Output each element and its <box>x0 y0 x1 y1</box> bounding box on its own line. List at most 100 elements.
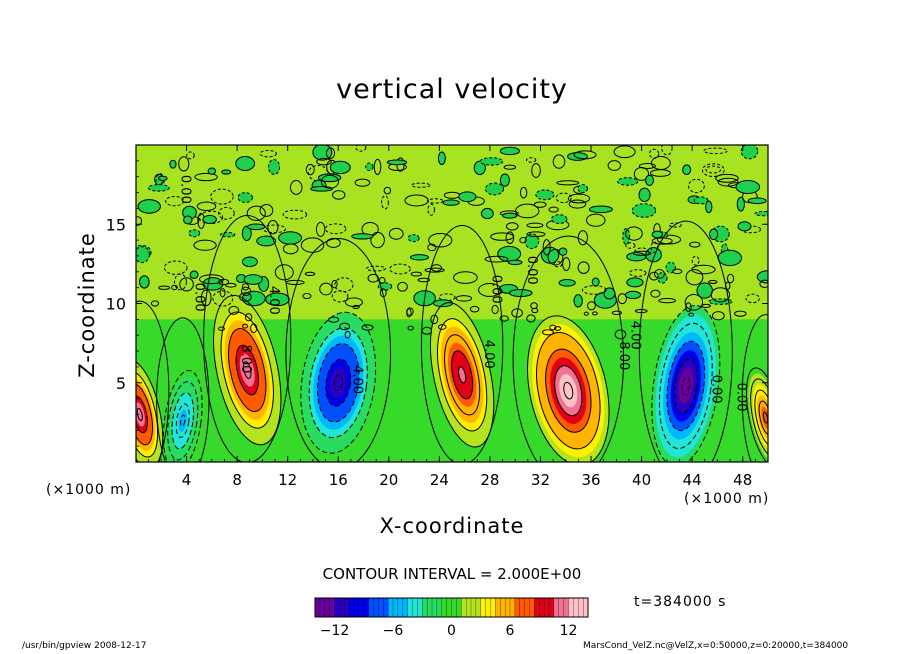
turbulence-contour <box>256 235 277 247</box>
colorbar-swatch <box>314 597 321 618</box>
colorbar-swatch <box>363 597 370 618</box>
contour-line <box>745 367 768 462</box>
turbulence-contour <box>240 286 252 296</box>
colorbar-swatch <box>485 597 491 618</box>
turbulence-contour <box>607 160 622 171</box>
turbulence-contour <box>633 250 652 256</box>
turbulence-contour <box>592 311 598 316</box>
turbulence-contour <box>736 196 745 212</box>
colorbar-swatch <box>578 597 584 618</box>
turbulence-contour <box>410 271 422 277</box>
turbulence-contour <box>136 246 150 264</box>
turbulence-contour <box>542 329 554 336</box>
turbulence-contour <box>196 201 217 212</box>
y-tick-label: 5 <box>116 374 126 393</box>
turbulence-contour <box>745 293 760 304</box>
colorbar-swatch <box>509 597 516 618</box>
turbulence-contour <box>703 147 728 155</box>
colorbar-swatch <box>368 597 374 618</box>
turbulence-contour <box>515 203 540 219</box>
turbulence-contour <box>352 304 360 309</box>
turbulence-contour <box>693 196 709 205</box>
colorbar-swatch <box>456 597 462 618</box>
turbulence-contour <box>194 172 218 182</box>
colorbar-swatch <box>568 597 574 618</box>
turbulence-contour <box>633 247 650 259</box>
colorbar-swatch <box>431 597 438 618</box>
turbulence-contour <box>324 223 347 235</box>
turbulence-contour <box>178 156 190 172</box>
turbulence-contour <box>709 228 719 241</box>
x-axis-ticks: 4 8 12 16 20 24 28 32 36 40 44 48 <box>148 145 756 489</box>
turbulence-contour <box>727 273 735 284</box>
turbulence-contour <box>568 199 587 209</box>
contour-line <box>563 381 574 400</box>
turbulence-contour <box>708 279 718 284</box>
footer-left-text: /usr/bin/gpview 2008-12-17 <box>22 641 147 651</box>
turbulence-contour <box>278 231 303 245</box>
turbulence-contour <box>289 180 303 195</box>
contour-line <box>666 340 706 432</box>
turbulence-contour <box>505 231 515 245</box>
colorbar-tick-label: −6 <box>383 623 404 639</box>
turbulence-contour <box>186 151 195 160</box>
heat-cell-band <box>334 374 343 391</box>
turbulence-contour <box>650 155 671 170</box>
turbulence-contour <box>453 271 478 284</box>
x-tick-label: 12 <box>278 471 297 489</box>
turbulence-contour <box>325 147 336 159</box>
turbulence-contour <box>210 188 234 205</box>
turbulence-contour <box>497 245 522 262</box>
turbulence-contour <box>246 223 266 231</box>
turbulence-contour <box>246 205 266 221</box>
turbulence-contour <box>344 330 351 339</box>
contour-line <box>235 344 259 396</box>
turbulence-contour <box>685 269 704 286</box>
colorbar-swatch <box>461 597 467 618</box>
turbulence-contour <box>235 156 256 171</box>
turbulence-contour <box>740 145 759 160</box>
turbulence-contour <box>759 279 768 288</box>
contour-label: 0.00 <box>488 275 503 304</box>
contour-line <box>325 358 352 407</box>
colorbar-tick-label: 0 <box>447 623 456 639</box>
colorbar-swatch <box>412 597 418 618</box>
turbulence-contour <box>331 290 349 303</box>
zero-contour-line <box>741 314 768 462</box>
turbulence-contour <box>241 290 266 307</box>
chart-title: vertical velocity <box>336 74 568 105</box>
contour-label: 4.00 <box>349 365 364 394</box>
contour-line <box>545 348 592 433</box>
contour-line <box>444 334 481 416</box>
x-tick-label: 32 <box>531 471 550 489</box>
turbulence-contour <box>526 231 546 238</box>
heat-cell-4 <box>430 302 494 448</box>
colorbar-swatch <box>383 597 389 618</box>
turbulence-contour <box>556 180 580 186</box>
colorbar-swatch <box>534 597 540 618</box>
turbulence-contour <box>685 302 692 313</box>
zero-contour-line <box>203 215 292 462</box>
turbulence-contour <box>701 303 711 308</box>
turbulence-contour <box>535 189 555 201</box>
contour-line <box>437 318 488 432</box>
heat-cell-3 <box>300 312 376 454</box>
turbulence-contour <box>326 237 341 248</box>
turbulence-contour <box>315 221 326 237</box>
turbulence-contour <box>417 277 431 283</box>
turbulence-contour <box>533 201 547 208</box>
turbulence-contour <box>381 195 389 210</box>
turbulence-contour <box>442 199 460 206</box>
turbulence-contour <box>241 256 258 268</box>
turbulence-contour <box>614 329 627 340</box>
x-axis-unit-right: (×1000 m) <box>684 491 770 507</box>
colorbar-swatch <box>539 597 545 618</box>
turbulence-contour <box>207 167 217 175</box>
turbulence-contour <box>581 285 607 295</box>
turbulence-contour <box>478 282 502 297</box>
turbulence-contour <box>165 195 185 207</box>
contour-line <box>228 328 267 413</box>
heat-cell-0 <box>136 359 163 462</box>
turbulence-contour <box>354 178 371 187</box>
